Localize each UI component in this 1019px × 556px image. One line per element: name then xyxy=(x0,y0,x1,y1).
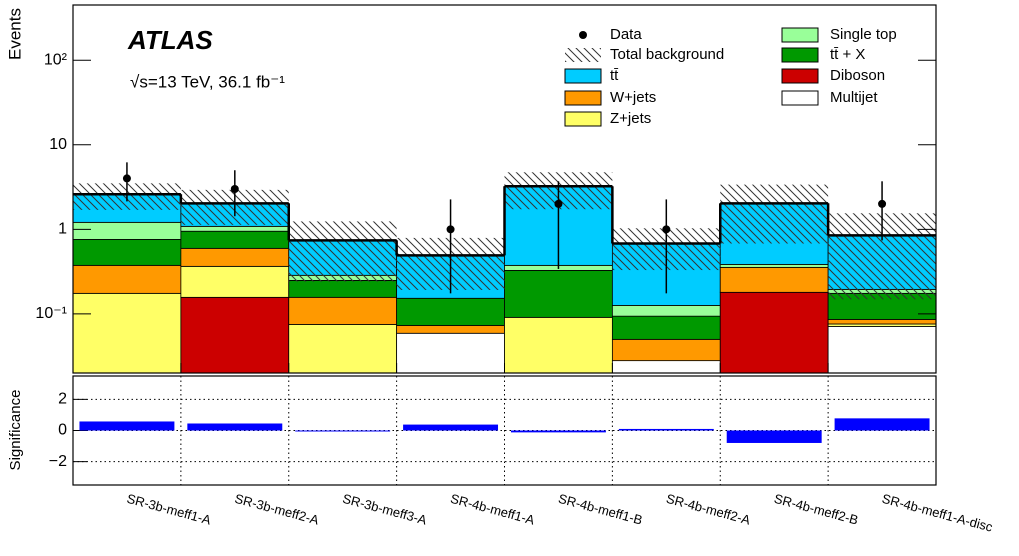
bar-segment xyxy=(827,319,937,325)
y2-axis-label: Significance xyxy=(7,390,24,471)
x-tick-label: SR-3b-meff2-A xyxy=(233,491,321,528)
bar-segment xyxy=(396,332,505,374)
legend-label: tt̄ xyxy=(610,67,619,84)
legend-marker xyxy=(781,47,819,63)
bar-segment xyxy=(180,296,290,374)
y-tick-label: 2 xyxy=(58,391,67,408)
significance-bar xyxy=(403,424,499,431)
significance-bar xyxy=(618,428,714,431)
legend-label: W+jets xyxy=(610,89,656,106)
data-point xyxy=(230,185,239,193)
bar-segment xyxy=(72,239,182,266)
significance-bar xyxy=(510,430,606,433)
legend-marker xyxy=(781,90,819,106)
legend-marker xyxy=(781,27,819,43)
y-tick-label: 10⁻¹ xyxy=(35,305,67,322)
plot-frame xyxy=(72,375,937,486)
y-tick-label: 10 xyxy=(49,136,67,153)
bar-segment xyxy=(504,269,613,318)
legend-label: Diboson xyxy=(830,67,885,84)
bar-segment xyxy=(396,325,505,334)
y-axis-label: Events xyxy=(5,8,24,60)
data-point xyxy=(122,174,131,183)
bar-segment xyxy=(827,326,937,374)
x-tick-label: SR-4b-meff1-B xyxy=(557,491,644,528)
atlas-label: ATLAS xyxy=(127,25,213,55)
energy-lumi: √s=13 TeV, 36.1 fb⁻¹ xyxy=(130,72,285,91)
significance-bar xyxy=(726,430,822,443)
legend-label: Single top xyxy=(830,26,897,43)
bar-segment xyxy=(288,279,398,298)
bar-segment xyxy=(180,230,290,249)
legend-label: Data xyxy=(610,26,642,43)
bar-segment xyxy=(504,316,613,374)
bar-segment xyxy=(180,225,290,232)
bar-segment xyxy=(396,297,505,326)
bar-segment xyxy=(611,338,721,362)
x-tick-label: SR-4b-meff1-A-disc xyxy=(880,491,994,535)
y-tick-label: 1 xyxy=(58,221,67,238)
legend-marker xyxy=(565,48,601,62)
data-point xyxy=(878,199,887,208)
bar-segment xyxy=(180,247,290,267)
significance-bar xyxy=(295,430,391,432)
background-uncertainty xyxy=(288,221,397,282)
x-tick-label: SR-3b-meff1-A xyxy=(125,491,213,528)
legend-marker xyxy=(781,68,819,84)
legend-marker xyxy=(564,90,602,106)
data-point xyxy=(662,225,671,234)
legend-marker xyxy=(564,68,602,84)
y-tick-label: 0 xyxy=(58,422,67,439)
x-tick-label: SR-3b-meff3-A xyxy=(341,491,429,528)
data-point xyxy=(446,225,455,234)
y-tick-label: −2 xyxy=(49,453,67,470)
bar-segment xyxy=(719,263,829,268)
bar-segment xyxy=(72,221,182,240)
bar-segment xyxy=(611,315,721,340)
x-tick-label: SR-4b-meff2-A xyxy=(665,491,753,528)
significance-bar xyxy=(187,423,283,431)
legend-label: Total background xyxy=(610,46,724,63)
legend-label: tt̄ + X xyxy=(830,46,865,63)
legend-marker xyxy=(579,31,587,39)
significance-bar xyxy=(79,421,175,431)
x-tick-label: SR-4b-meff1-A xyxy=(449,491,537,528)
x-tick-label: SR-4b-meff2-B xyxy=(773,491,860,528)
bar-segment xyxy=(72,292,182,374)
bar-segment xyxy=(72,264,182,294)
bar-segment xyxy=(611,360,721,374)
bar-segment xyxy=(719,266,829,293)
bar-segment xyxy=(719,291,829,374)
bar-segment xyxy=(288,324,398,374)
bar-segment xyxy=(288,296,398,325)
bar-segment xyxy=(611,305,721,317)
legend-label: Multijet xyxy=(830,89,878,106)
y-tick-label: 10² xyxy=(44,51,68,68)
significance-bar xyxy=(834,418,930,431)
bar-segment xyxy=(180,265,290,298)
legend-marker xyxy=(564,111,602,127)
background-uncertainty xyxy=(720,184,829,244)
data-point xyxy=(554,199,563,208)
legend-label: Z+jets xyxy=(610,110,651,127)
